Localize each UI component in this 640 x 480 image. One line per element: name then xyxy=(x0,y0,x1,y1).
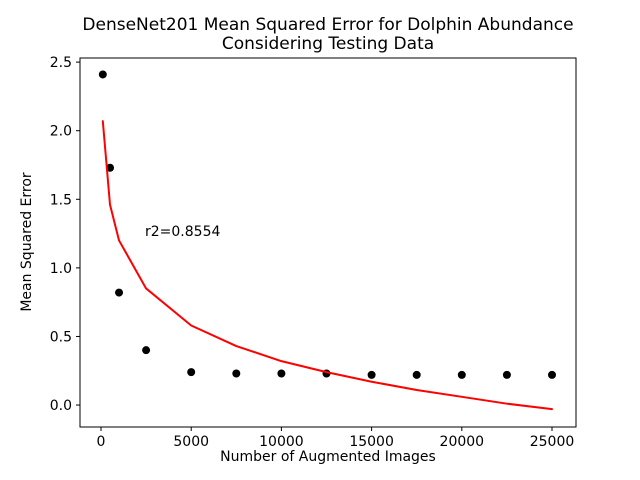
x-tick-label: 20000 xyxy=(440,434,485,450)
data-point xyxy=(548,370,557,379)
data-point xyxy=(98,70,107,79)
x-tick-label: 25000 xyxy=(530,434,575,450)
data-point xyxy=(502,370,511,379)
chart-title-line2: Considering Testing Data xyxy=(221,34,435,54)
x-tick-label: 15000 xyxy=(349,434,394,450)
data-point xyxy=(115,288,124,297)
data-point xyxy=(232,369,241,378)
y-tick-label: 0.0 xyxy=(50,398,72,414)
plot-spines xyxy=(79,57,577,428)
data-point xyxy=(457,370,466,379)
data-point xyxy=(277,369,286,378)
fit-line xyxy=(101,120,554,411)
data-point xyxy=(106,163,115,172)
chart-title-line1: DenseNet201 Mean Squared Error for Dolph… xyxy=(82,15,574,35)
x-axis-label: Number of Augmented Images xyxy=(220,449,436,465)
data-point xyxy=(187,368,196,377)
y-axis-label: Mean Squared Error xyxy=(19,172,35,312)
x-tick-label: 10000 xyxy=(259,434,304,450)
chart-title: DenseNet201 Mean Squared Error for Dolph… xyxy=(80,16,576,54)
y-tick-label: 2.5 xyxy=(50,55,72,71)
data-point xyxy=(412,370,421,379)
r2-annotation: r2=0.8554 xyxy=(145,224,221,240)
x-tick-label: 5000 xyxy=(173,434,209,450)
y-tick-label: 1.5 xyxy=(50,192,72,208)
x-tick-label: 0 xyxy=(97,434,106,450)
y-tick-label: 2.0 xyxy=(50,124,72,140)
data-point xyxy=(142,346,151,355)
y-tick-label: 1.0 xyxy=(50,261,72,277)
y-tick-label: 0.5 xyxy=(50,329,72,345)
data-point xyxy=(367,370,376,379)
